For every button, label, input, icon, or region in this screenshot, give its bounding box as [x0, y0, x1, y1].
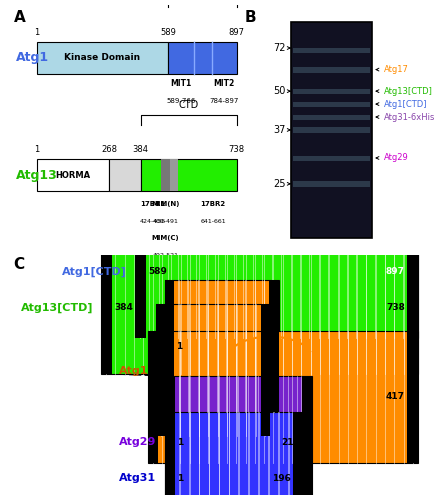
Text: 641-661: 641-661 — [200, 219, 226, 224]
Bar — [148, 330, 158, 462]
Bar — [269, 280, 278, 412]
Text: B: B — [244, 10, 256, 25]
Text: A: A — [14, 10, 25, 25]
Bar — [109, 160, 140, 191]
Bar — [148, 330, 417, 462]
Text: 72: 72 — [272, 43, 285, 53]
Text: 1: 1 — [176, 342, 182, 350]
Text: 1: 1 — [160, 392, 166, 401]
Bar — [140, 160, 236, 191]
Text: Atg17: Atg17 — [383, 65, 408, 74]
Bar — [156, 304, 269, 436]
Text: 784-897: 784-897 — [209, 98, 238, 104]
Bar — [101, 242, 112, 374]
Bar — [37, 42, 168, 74]
Text: 460-491: 460-491 — [152, 219, 178, 224]
Text: 897: 897 — [228, 28, 244, 37]
Text: MIT1: MIT1 — [170, 79, 191, 88]
Text: 196: 196 — [272, 474, 290, 482]
Text: MIM(C): MIM(C) — [152, 235, 179, 241]
Text: 25: 25 — [272, 179, 285, 189]
Bar — [135, 206, 417, 338]
Text: 1: 1 — [34, 28, 39, 37]
Bar — [293, 102, 370, 107]
Bar — [293, 114, 370, 120]
Bar — [293, 128, 370, 133]
Text: Atg13: Atg13 — [16, 169, 57, 182]
Bar — [135, 206, 145, 338]
Bar — [406, 330, 417, 462]
Text: Atg13[CTD]: Atg13[CTD] — [383, 86, 432, 96]
Text: Atg31-6xHis: Atg31-6xHis — [383, 112, 434, 122]
Text: 17BR2: 17BR2 — [200, 201, 225, 207]
Text: CTD: CTD — [178, 100, 198, 110]
Bar — [37, 160, 109, 191]
Bar — [293, 156, 370, 161]
Text: 589: 589 — [160, 28, 176, 37]
Bar — [293, 48, 370, 53]
Text: 492-521: 492-521 — [152, 254, 178, 258]
Text: 589-766: 589-766 — [166, 98, 195, 104]
Text: Atg1: Atg1 — [16, 51, 49, 64]
Bar — [293, 182, 370, 187]
Bar — [293, 412, 303, 500]
Bar — [290, 22, 371, 238]
Bar — [260, 304, 269, 436]
Bar — [168, 42, 236, 74]
Text: 384: 384 — [132, 146, 148, 154]
Bar — [301, 376, 311, 500]
Text: 17BR1: 17BR1 — [140, 201, 166, 207]
Bar — [164, 280, 173, 412]
Text: 1: 1 — [177, 474, 183, 482]
Text: Atg29: Atg29 — [383, 154, 408, 162]
Text: 424-436: 424-436 — [140, 219, 166, 224]
Bar — [406, 206, 417, 338]
Text: Atg31: Atg31 — [119, 473, 156, 483]
Text: 384: 384 — [114, 304, 133, 312]
Text: Atg1[CTD]: Atg1[CTD] — [62, 266, 127, 277]
Text: 213: 213 — [280, 438, 299, 446]
Text: Atg13[CTD]: Atg13[CTD] — [21, 302, 93, 313]
Bar — [164, 412, 175, 500]
Text: 417: 417 — [385, 392, 404, 401]
Text: 738: 738 — [385, 304, 404, 312]
Bar — [156, 304, 165, 436]
Bar — [293, 67, 370, 72]
Text: Atg1[CTD]: Atg1[CTD] — [383, 100, 426, 108]
Bar — [101, 242, 417, 374]
Text: 738: 738 — [228, 146, 244, 154]
Bar — [161, 160, 170, 191]
Text: 268: 268 — [101, 146, 117, 154]
Text: 589: 589 — [148, 268, 166, 276]
Text: 1: 1 — [167, 366, 173, 374]
Text: MIT2: MIT2 — [213, 79, 234, 88]
Text: 1: 1 — [177, 438, 183, 446]
Text: 50: 50 — [272, 86, 285, 96]
Bar — [293, 88, 370, 94]
Bar — [406, 242, 417, 374]
Bar — [164, 376, 175, 500]
Text: C: C — [13, 258, 24, 272]
Text: Atg29: Atg29 — [119, 437, 156, 447]
Bar — [164, 412, 303, 500]
Bar — [164, 280, 278, 412]
Text: 37: 37 — [272, 125, 285, 135]
Text: 897: 897 — [385, 268, 404, 276]
Text: 1: 1 — [34, 146, 39, 154]
Text: HORMA: HORMA — [55, 171, 90, 180]
Text: Atg17: Atg17 — [119, 366, 156, 376]
Bar — [164, 376, 311, 500]
Text: Kinase Domain: Kinase Domain — [64, 53, 140, 62]
Text: MIM(N): MIM(N) — [151, 201, 180, 207]
Bar — [170, 160, 177, 191]
